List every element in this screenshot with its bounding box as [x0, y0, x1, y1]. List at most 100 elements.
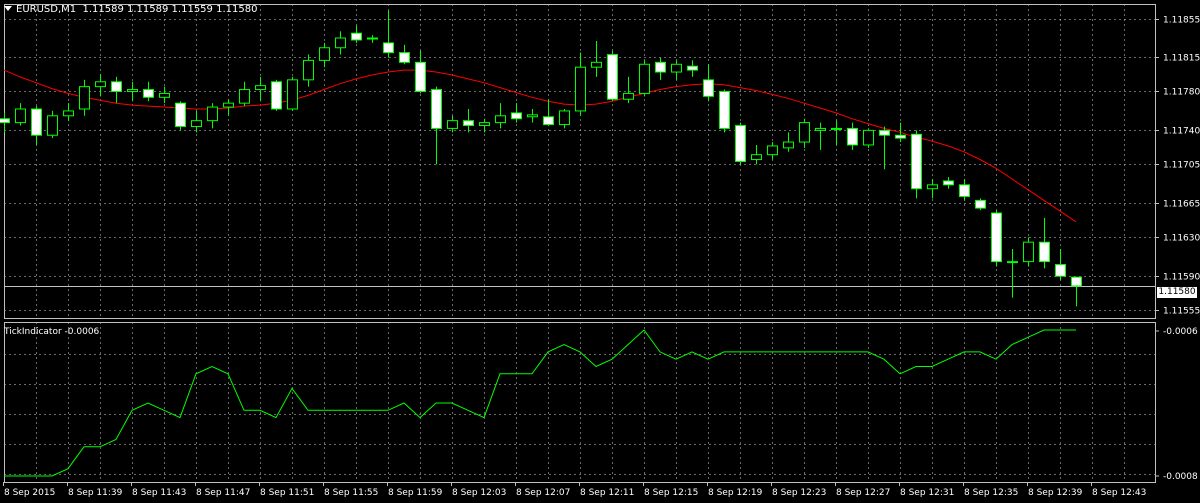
ohlc-values: 1.11589 1.11589 1.11559 1.11580 — [82, 4, 257, 15]
time-tick-label: 8 Sep 12:23 — [772, 488, 826, 498]
bear-candle-body — [1072, 277, 1082, 286]
candle — [656, 57, 666, 79]
bull-candle-body — [592, 62, 602, 67]
bull-candle-body — [256, 86, 266, 90]
candle — [928, 179, 938, 198]
candle — [64, 103, 74, 120]
price-tick-label: 1.11740 — [1163, 127, 1200, 137]
candle — [16, 103, 26, 125]
bull-candle-body — [752, 155, 762, 160]
candle — [704, 64, 714, 101]
bull-candle-body — [928, 185, 938, 189]
bull-candle-body — [480, 123, 490, 126]
bull-candle-body — [624, 93, 634, 99]
bear-candle-body — [464, 121, 474, 126]
candle — [672, 60, 682, 79]
bull-candle-body — [288, 80, 298, 109]
bull-candle-body — [784, 142, 794, 148]
candle — [224, 99, 234, 116]
bull-candle-body — [496, 116, 506, 123]
bull-candle-body — [672, 64, 682, 72]
time-tick-label: 8 Sep 12:35 — [964, 488, 1018, 498]
bear-candle-body — [0, 119, 10, 123]
bear-candle-body — [992, 213, 1002, 262]
bear-candle-body — [960, 185, 970, 197]
bull-candle-body — [832, 128, 842, 129]
candle — [496, 103, 506, 128]
bull-candle-body — [640, 64, 650, 93]
bear-candle-body — [512, 113, 522, 119]
candle — [768, 142, 778, 159]
candle — [800, 119, 810, 148]
candle — [240, 82, 250, 106]
time-tick-label: 8 Sep 12:07 — [516, 488, 570, 498]
bull-candle-body — [64, 111, 74, 116]
candle — [80, 80, 90, 116]
bull-candle-body — [240, 90, 250, 104]
time-tick-label: 8 Sep 11:55 — [324, 488, 378, 498]
candle — [1056, 249, 1066, 280]
bear-candle-body — [32, 109, 42, 135]
bear-candle-body — [272, 82, 282, 109]
bear-candle-body — [112, 82, 122, 92]
candle — [848, 123, 858, 150]
bull-candle-body — [560, 111, 570, 125]
candle — [144, 82, 154, 101]
chart-header: EURUSD,M1 1.11589 1.11589 1.11559 1.1158… — [4, 4, 257, 16]
time-tick-label: 8 Sep 2015 — [4, 488, 55, 498]
candle — [272, 80, 282, 111]
candle — [976, 198, 986, 210]
bull-candle-body — [368, 38, 378, 39]
time-tick-label: 8 Sep 11:59 — [388, 488, 443, 498]
time-tick-label: 8 Sep 12:19 — [708, 488, 763, 498]
candle — [832, 121, 842, 145]
bull-candle-body — [800, 123, 810, 142]
bull-candle-body — [16, 109, 26, 123]
time-tick-label: 8 Sep 11:43 — [132, 488, 186, 498]
candle — [912, 130, 922, 198]
price-tick-label: 1.11705 — [1163, 161, 1200, 171]
time-tick-label: 8 Sep 12:43 — [1092, 488, 1146, 498]
bear-candle-body — [416, 62, 426, 91]
candle — [624, 77, 634, 103]
candle — [784, 132, 794, 151]
candle — [128, 82, 138, 101]
candle — [0, 113, 10, 132]
time-tick-label: 8 Sep 11:51 — [260, 488, 314, 498]
candle — [32, 106, 42, 145]
candle — [1040, 218, 1050, 269]
bull-candle-body — [864, 130, 874, 145]
time-tick-label: 8 Sep 12:31 — [900, 488, 954, 498]
candle — [464, 109, 474, 132]
candle — [896, 123, 906, 142]
candle — [320, 43, 330, 67]
bull-candle-body — [576, 67, 586, 111]
bear-candle-body — [848, 128, 858, 145]
bear-candle-body — [1040, 242, 1050, 261]
price-tick-label: 1.11665 — [1163, 200, 1200, 210]
bear-candle-body — [704, 80, 714, 97]
bull-candle-body — [816, 128, 826, 130]
bear-candle-body — [688, 66, 698, 70]
time-tick-label: 8 Sep 12:27 — [836, 488, 890, 498]
indicator-tick-label: -0.0006 — [1163, 327, 1198, 337]
price-tick-label: 1.11630 — [1163, 234, 1200, 244]
bull-candle-body — [304, 60, 314, 79]
candle — [400, 45, 410, 64]
bull-candle-body — [160, 93, 170, 97]
price-tick-label: 1.11780 — [1163, 88, 1200, 98]
bear-candle-body — [144, 90, 154, 98]
bull-candle-body — [336, 38, 346, 48]
indicator-value: -0.0006 — [65, 327, 100, 337]
candle — [448, 116, 458, 133]
collapse-triangle-icon[interactable] — [4, 6, 12, 11]
candle — [208, 103, 218, 128]
bear-candle-body — [176, 103, 186, 126]
bear-candle-body — [880, 130, 890, 135]
bull-candle-body — [320, 48, 330, 61]
bear-candle-body — [944, 181, 954, 185]
bull-candle-body — [528, 115, 538, 117]
bear-candle-body — [1056, 265, 1066, 277]
